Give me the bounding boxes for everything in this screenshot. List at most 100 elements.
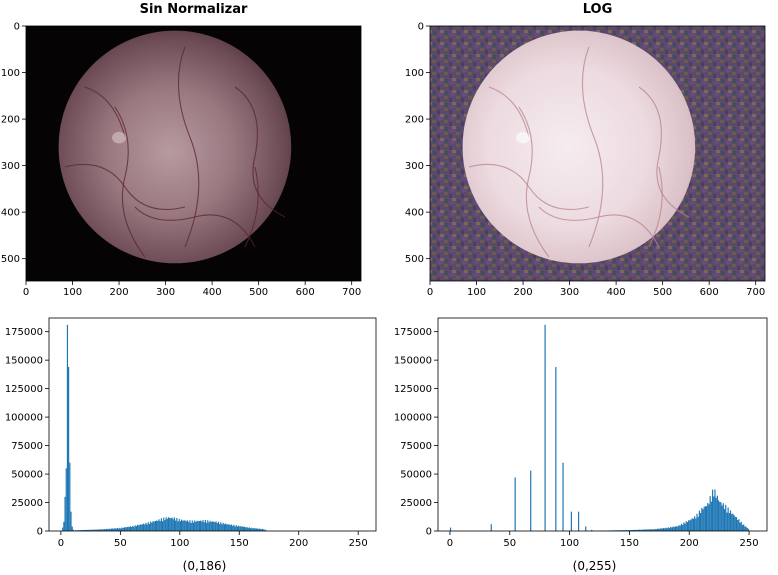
histogram-bar: [165, 517, 167, 531]
histogram-bar: [113, 528, 115, 531]
histogram-bar: [85, 529, 88, 531]
histogram-bar: [190, 523, 192, 531]
y-tick-label: 175000: [5, 327, 43, 338]
histogram-bar: [101, 529, 103, 531]
histogram-bar: [686, 522, 689, 531]
x-tick-label: 0: [447, 538, 453, 549]
histogram-bar: [153, 521, 155, 531]
histogram-bar: [160, 518, 162, 531]
endoscope-disc: [462, 30, 696, 264]
histogram-bar: [175, 520, 177, 531]
histogram-bar: [95, 529, 97, 531]
histogram-bar: [198, 521, 201, 531]
histogram-bar: [197, 521, 199, 531]
histogram-bar: [62, 527, 64, 531]
y-tick-label: 150000: [394, 356, 432, 367]
histogram-bar: [103, 528, 105, 531]
histogram-bar: [195, 521, 197, 531]
histogram-bar: [210, 521, 212, 531]
histogram-bar: [185, 521, 187, 531]
histogram-bar: [94, 529, 96, 531]
image-frame: [429, 25, 766, 282]
histogram-bar: [544, 324, 546, 531]
histogram-bar: [146, 524, 148, 531]
histogram-bar: [170, 518, 172, 531]
histogram-bar: [98, 529, 101, 531]
histogram-bar: [66, 324, 69, 531]
x-tick-label: 100: [467, 287, 486, 298]
histogram-bar: [144, 524, 146, 531]
histogram-bar: [126, 527, 128, 531]
x-tick-label: 300: [156, 287, 175, 298]
y-tick-label: 0: [37, 527, 43, 538]
histogram-bar: [652, 529, 654, 531]
histogram-bar: [658, 528, 660, 531]
vessel-line: [134, 206, 256, 248]
histogram-bar: [204, 520, 206, 531]
histogram-bar: [683, 522, 685, 531]
plot-frame: [437, 317, 768, 532]
histogram-bar: [115, 528, 117, 531]
histogram-bar: [108, 528, 110, 531]
histogram-bar: [133, 526, 135, 531]
y-tick-label: 150000: [5, 356, 43, 367]
histogram-bar: [202, 520, 204, 531]
histogram-bar: [221, 524, 223, 531]
histogram-bar: [667, 527, 669, 531]
histogram-bar: [745, 526, 747, 531]
histogram-bar: [112, 528, 114, 531]
histogram-bar: [100, 529, 102, 531]
histogram-bar: [109, 528, 111, 531]
x-tick-label: 150: [620, 538, 639, 549]
histogram-bar: [633, 529, 635, 531]
histogram-bar: [674, 526, 677, 531]
histogram-bar: [696, 513, 698, 531]
histogram-bar: [241, 526, 243, 531]
histogram-bar: [148, 523, 151, 531]
histogram-bar: [158, 519, 160, 531]
histogram-bar: [125, 527, 127, 531]
x-tick-label: 200: [514, 287, 533, 298]
histogram-bar: [642, 529, 644, 531]
histogram-bar: [228, 524, 230, 531]
x-tick-label: 700: [746, 287, 765, 298]
histogram-bar: [196, 520, 198, 531]
histogram-bar: [222, 522, 224, 531]
y-tick-label: 300: [405, 161, 424, 172]
histogram-bar: [734, 516, 736, 531]
range-caption: (0,186): [183, 559, 227, 573]
histogram-bar: [634, 529, 636, 531]
histogram-bar: [703, 506, 705, 531]
histogram-bar: [665, 527, 667, 531]
histogram-bar: [229, 525, 231, 531]
histogram-bar: [209, 520, 211, 531]
y-tick-label: 400: [1, 208, 20, 219]
histogram-bar: [636, 529, 638, 531]
x-tick-label: 150: [230, 538, 249, 549]
histogram-bar: [128, 526, 130, 531]
histogram-bar: [628, 529, 630, 531]
histogram-bar: [120, 528, 122, 531]
histogram-bar: [220, 522, 222, 531]
histogram-bar: [135, 526, 137, 531]
histogram-bar: [161, 521, 164, 531]
vessel-line: [114, 106, 146, 258]
histogram-bar: [649, 529, 651, 531]
vessel-line: [648, 166, 663, 248]
histogram-bar: [104, 529, 107, 531]
x-tick-label: 100: [170, 538, 189, 549]
histogram-bar: [68, 366, 70, 531]
y-tick-label: 0: [426, 527, 432, 538]
histogram-bar: [246, 526, 248, 531]
histogram-bar: [223, 524, 225, 531]
histogram-bar: [84, 529, 86, 531]
histogram-bar: [81, 530, 83, 531]
histogram-bar: [731, 513, 733, 531]
histogram-bar: [666, 528, 668, 531]
histogram-bar: [679, 525, 681, 531]
histogram-bar: [258, 528, 260, 531]
histogram-bar: [208, 522, 210, 531]
vessel-line: [538, 206, 660, 248]
histogram-bar: [167, 517, 170, 531]
